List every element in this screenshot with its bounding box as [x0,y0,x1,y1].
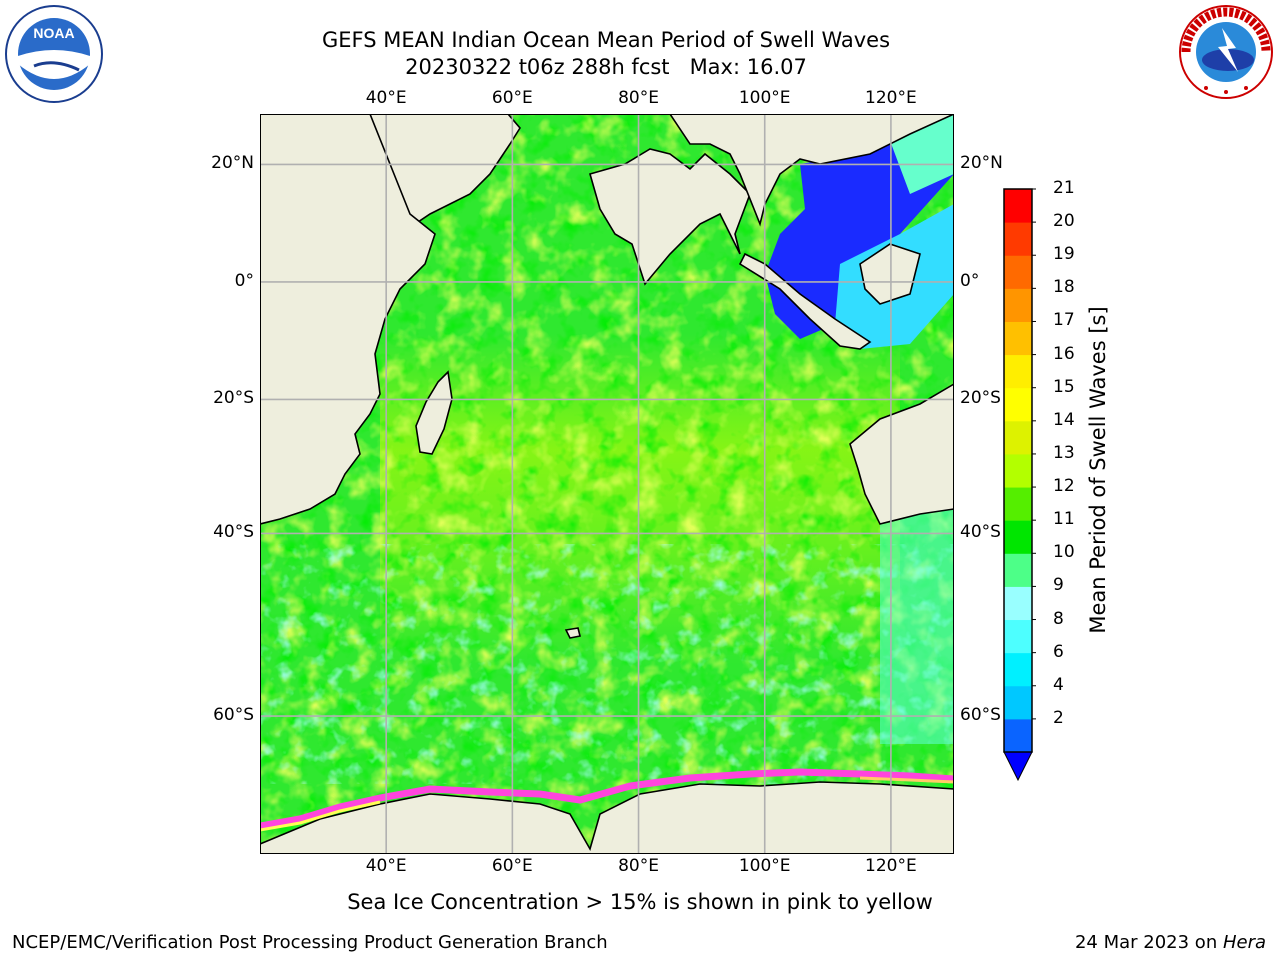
lat-tick-label-left: 0° [234,270,254,291]
colorbar-bin [1004,255,1032,289]
footer-machine: Hera [1222,932,1266,953]
colorbar-bin [1004,453,1032,488]
colorbar-tick-label: 17 [1053,310,1075,331]
lat-tick-label-right: 0° [960,270,980,291]
lon-tick-label-top: 80°E [618,88,659,108]
lat-tick-label-right: 40°S [960,522,1001,543]
lon-tick-label-top: 60°E [491,88,533,108]
lat-tick-label-right: 60°S [960,705,1001,726]
colorbar-bin [1004,619,1032,654]
lon-tick-label-top: 120°E [865,88,917,108]
colorbar-bin [1004,189,1032,223]
footer-date: 24 Mar 2023 on [1074,932,1223,953]
chart-title: GEFS MEAN Indian Ocean Mean Period of Sw… [321,28,891,52]
colorbar-tick-label: 14 [1053,409,1075,430]
colorbar-bin [1004,288,1032,322]
colorbar-tick-label: 19 [1053,244,1075,265]
colorbar-bin [1004,420,1032,455]
colorbar-under-arrow [1003,751,1033,782]
footer-right: 24 Mar 2023 on Hera [1075,932,1266,953]
colorbar-bin [1004,222,1032,256]
colorbar-tick-label: 11 [1053,509,1075,530]
lon-tick-label-top: 40°E [365,88,407,108]
colorbar-bin [1004,685,1032,720]
colorbar-label: Mean Period of Swell Waves [s] [1086,306,1110,634]
lon-tick-label-bottom: 60°E [491,856,533,876]
colorbar-bin [1004,652,1032,687]
chart-subtitle: 20230322 t06z 288h fcst Max: 16.07 [405,55,807,79]
gridlines [260,114,954,854]
colorbar-tick-label: 2 [1053,707,1064,728]
colorbar-bin [1004,354,1032,389]
colorbar-bin [1004,387,1032,422]
colorbar-bin [1004,520,1032,554]
colorbar-tick-label: 9 [1053,575,1064,596]
colorbar-bin [1004,553,1032,587]
colorbar [1003,188,1036,782]
lon-tick-label-bottom: 120°E [865,856,917,876]
lon-tick-label-bottom: 40°E [365,856,407,876]
colorbar-bin [1004,487,1032,521]
lon-tick-label-top: 100°E [738,88,791,108]
colorbar-tick-label: 20 [1053,211,1075,232]
swell-period-map [260,114,954,854]
lat-tick-label-left: 20°N [211,153,254,174]
colorbar-bin [1004,718,1032,753]
colorbar-tick-label: 13 [1053,442,1075,463]
lat-tick-label-left: 20°S [213,388,254,409]
nws-logo [1179,5,1273,99]
colorbar-tick-label: 8 [1053,608,1064,629]
land-masses [260,114,954,854]
sea-ice-note: Sea Ice Concentration > 15% is shown in … [347,890,933,914]
lon-tick-label-bottom: 80°E [618,856,659,876]
colorbar-bin [1004,321,1032,356]
lat-tick-label-left: 60°S [213,705,254,726]
colorbar-tick-label: 12 [1053,476,1075,497]
colorbar-bin [1004,586,1032,621]
lat-tick-label-right: 20°N [960,153,1003,174]
colorbar-tick-label: 16 [1053,343,1075,364]
lat-tick-label-right: 20°S [960,388,1001,409]
noaa-logo: NOAA [5,5,103,103]
footer-left: NCEP/EMC/Verification Post Processing Pr… [12,932,608,953]
sea-ice-edge [260,768,954,830]
noaa-logo-text: NOAA [33,25,74,41]
lon-tick-label-bottom: 100°E [738,856,791,876]
colorbar-tick-label: 6 [1053,641,1064,662]
colorbar-tick-label: 4 [1053,674,1064,695]
colorbar-tick-label: 15 [1053,376,1075,397]
colorbar-tick-label: 10 [1053,542,1075,563]
colorbar-tick-label: 18 [1053,277,1075,298]
lat-tick-label-left: 40°S [213,522,254,543]
colorbar-tick-label: 21 [1053,178,1075,198]
